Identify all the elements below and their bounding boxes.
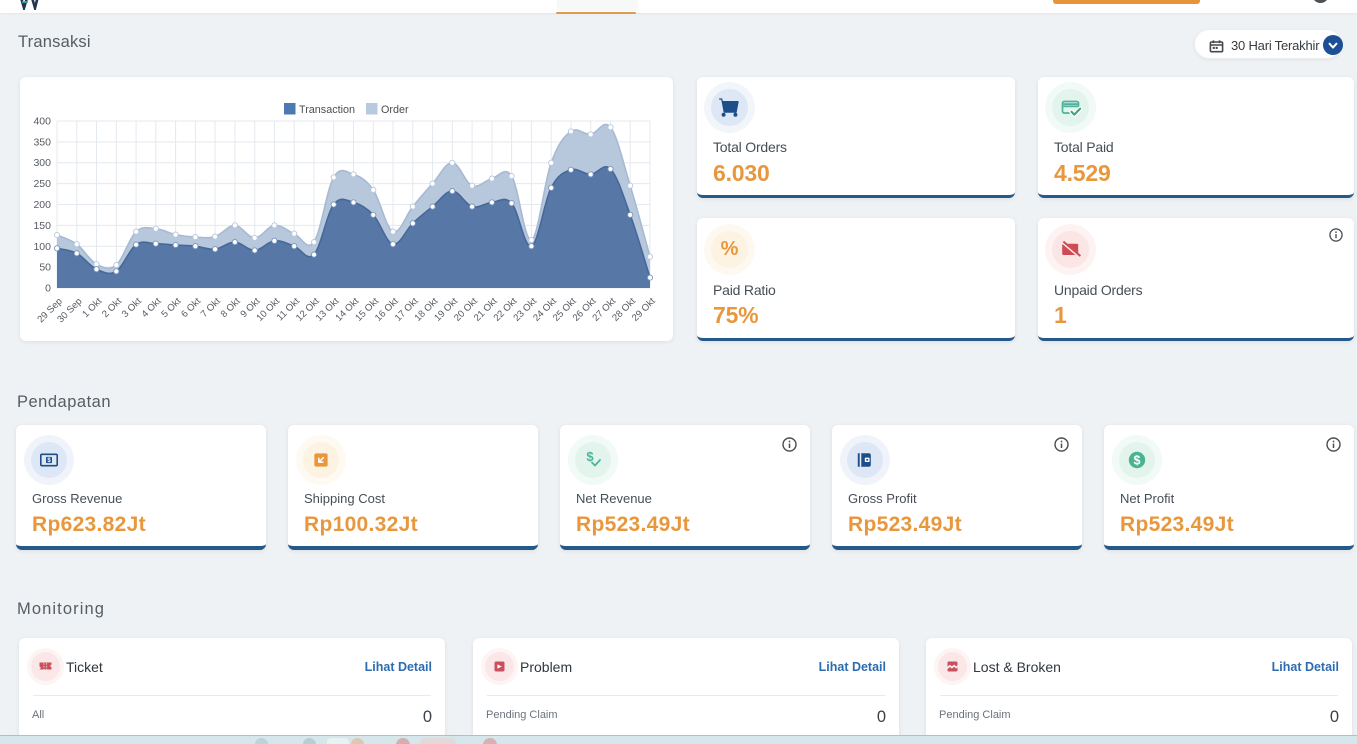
svg-text:$: $ xyxy=(47,458,51,464)
svg-text:4 Okt: 4 Okt xyxy=(140,296,164,320)
svg-text:29 Okt: 29 Okt xyxy=(630,296,658,324)
svg-text:Order: Order xyxy=(381,104,409,116)
svg-text:7 Okt: 7 Okt xyxy=(199,296,223,320)
svg-text:0: 0 xyxy=(45,283,51,295)
svg-text:Transaction: Transaction xyxy=(299,104,355,116)
svg-text:200: 200 xyxy=(33,199,51,211)
svg-text:$: $ xyxy=(586,449,594,464)
svg-text:150: 150 xyxy=(33,220,51,232)
svg-text:2 Okt: 2 Okt xyxy=(100,296,124,320)
svg-text:$: $ xyxy=(1134,454,1141,468)
svg-text:250: 250 xyxy=(33,178,51,190)
svg-text:400: 400 xyxy=(33,116,51,128)
svg-text:8 Okt: 8 Okt xyxy=(219,296,243,320)
svg-text:1 Okt: 1 Okt xyxy=(80,296,104,320)
svg-text:100: 100 xyxy=(33,241,51,253)
svg-text:350: 350 xyxy=(33,136,51,148)
svg-text:3 Okt: 3 Okt xyxy=(120,296,144,320)
svg-text:300: 300 xyxy=(33,157,51,169)
svg-text:5 Okt: 5 Okt xyxy=(159,296,183,320)
svg-text:6 Okt: 6 Okt xyxy=(179,296,203,320)
svg-text:50: 50 xyxy=(39,262,51,274)
